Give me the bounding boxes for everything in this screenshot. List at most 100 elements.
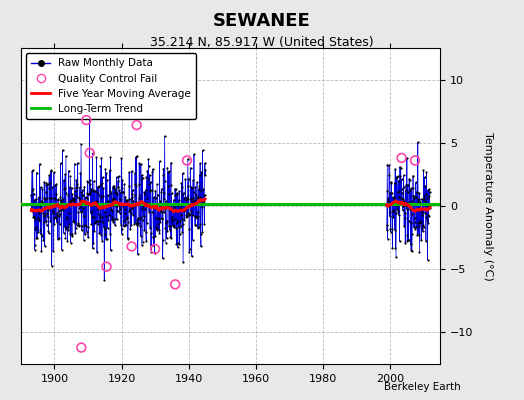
Point (65, 210, 73, 216)
Point (111, 188, 119, 195)
Point (145, 181, 154, 187)
Point (120, 218, 128, 225)
Point (389, 194, 397, 201)
Point (389, 195, 398, 201)
Point (66, 173, 74, 180)
Point (56, 210, 64, 217)
Point (168, 216, 177, 223)
Point (415, 190, 423, 196)
Point (156, 219, 165, 225)
Point (70, 160, 79, 167)
Point (87, 186, 95, 192)
Point (97, 179, 106, 186)
Point (128, 168, 136, 174)
Text: Berkeley Earth: Berkeley Earth (385, 382, 461, 392)
Point (46, 218, 54, 224)
Point (193, 214, 202, 221)
Point (41, 218, 50, 225)
Point (136, 223, 144, 230)
Point (194, 225, 202, 232)
Point (85, 191, 93, 198)
Point (397, 201, 405, 207)
Point (177, 202, 185, 208)
Point (49, 248, 57, 254)
Point (144, 200, 152, 206)
Point (85, 191, 93, 198)
Point (386, 226, 395, 232)
Point (108, 184, 117, 190)
Point (96, 218, 104, 224)
Point (178, 184, 186, 190)
Point (407, 185, 416, 192)
Point (126, 203, 134, 210)
Point (131, 170, 139, 176)
Point (141, 187, 150, 193)
Point (394, 208, 402, 214)
Point (181, 197, 190, 204)
Point (180, 194, 188, 201)
Point (88, 214, 96, 220)
Point (62, 200, 71, 207)
Point (173, 220, 182, 226)
Point (137, 214, 146, 220)
Point (402, 206, 411, 212)
Point (124, 235, 132, 241)
Point (395, 188, 403, 195)
Point (165, 168, 173, 174)
Point (115, 187, 124, 194)
Point (75, 195, 83, 202)
Point (74, 220, 82, 226)
Point (177, 222, 185, 229)
Point (71, 192, 79, 198)
Point (99, 219, 107, 225)
Point (192, 192, 201, 198)
Point (60, 186, 69, 192)
Point (419, 167, 428, 173)
Point (41, 212, 49, 218)
Point (385, 172, 394, 178)
Point (122, 197, 130, 204)
Point (399, 172, 408, 179)
Text: SEWANEE: SEWANEE (213, 12, 311, 30)
Point (44, 207, 52, 214)
Point (421, 198, 429, 204)
Point (34, 229, 42, 235)
Point (33, 201, 41, 208)
Point (81, 198, 89, 204)
Point (95, 183, 103, 190)
Point (94, 191, 103, 198)
Point (82, 199, 90, 206)
Point (121, 210, 129, 216)
Point (116, 206, 124, 212)
Point (30, 213, 38, 220)
Point (144, 156, 152, 162)
Point (186, 211, 194, 217)
Point (422, 169, 431, 175)
Point (39, 219, 48, 226)
Point (167, 159, 175, 166)
Point (166, 226, 174, 233)
Point (38, 198, 46, 205)
Point (130, 192, 139, 198)
Point (400, 222, 408, 229)
Point (162, 235, 171, 242)
Point (132, 199, 140, 205)
Point (64, 168, 73, 174)
Point (145, 208, 153, 215)
Point (58, 204, 66, 210)
Point (416, 199, 424, 206)
Point (63, 238, 72, 244)
Point (398, 186, 406, 192)
Point (43, 181, 52, 187)
Point (192, 214, 200, 220)
Point (96, 163, 104, 169)
Point (401, 240, 409, 246)
Point (391, 166, 399, 172)
Point (54, 203, 62, 209)
Point (171, 186, 179, 192)
Point (171, 200, 180, 207)
Point (400, 215, 409, 222)
Point (132, 220, 140, 227)
Point (70, 196, 78, 202)
Point (197, 169, 205, 175)
